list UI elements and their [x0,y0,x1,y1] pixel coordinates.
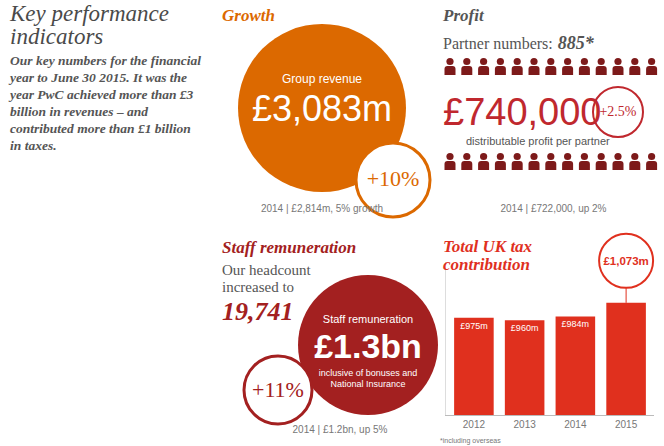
html-text:£3,083m: £3,083m [251,88,392,129]
html-text:Our headcount increased to: Our headcount increased to [222,262,311,295]
svg-text:2013: 2013 [514,419,537,430]
html-text:+10%: +10% [366,166,420,191]
html-text:19,741: 19,741 [222,297,294,326]
html-text:2014 | £2,814m, 5% growth: 2014 | £2,814m, 5% growth [260,203,384,214]
html-text:+11%: +11% [252,377,304,402]
html-text:£1.3bn: £1.3bn [314,327,422,365]
svg-text:£1,073m: £1,073m [603,255,648,267]
html-text:Staff remuneration: Staff remuneration [322,313,414,325]
svg-text:2012: 2012 [463,419,486,430]
html-text:2014 | £1.2bn, up 5%: 2014 | £1.2bn, up 5% [292,424,388,435]
html-text:Profit: Profit [443,6,484,25]
html-text:Partner numbers: 885*: Partner numbers: 885* [443,33,594,53]
svg-text:£975m: £975m [460,321,488,331]
svg-text:£984m: £984m [562,319,590,329]
html-text:distributable profit per partn: distributable profit per partner [466,135,610,147]
html-text:Group revenue: Group revenue [282,72,362,86]
svg-text:2015: 2015 [615,419,638,430]
html-text:Total UK tax contribution: Total UK tax contribution [443,237,533,274]
html-text:£740,000: £740,000 [443,91,602,133]
html-text:Staff remuneration: Staff remuneration [222,238,357,257]
html-text:Our key numbers for the financ: Our key numbers for the financial year t… [10,53,201,153]
html-text:2014 | £722,000, up 2%: 2014 | £722,000, up 2% [500,203,607,214]
html-text:+2.5%: +2.5% [599,104,637,119]
html-text:inclusive of bonuses and Natio: inclusive of bonuses and National Insura… [318,368,418,389]
html-text:*including overseas: *including overseas [440,437,501,444]
svg-text:£960m: £960m [511,323,539,333]
svg-text:2014: 2014 [564,419,587,430]
html-text:Key performance indicators: Key performance indicators [10,1,169,49]
html-text:Growth: Growth [222,6,275,25]
